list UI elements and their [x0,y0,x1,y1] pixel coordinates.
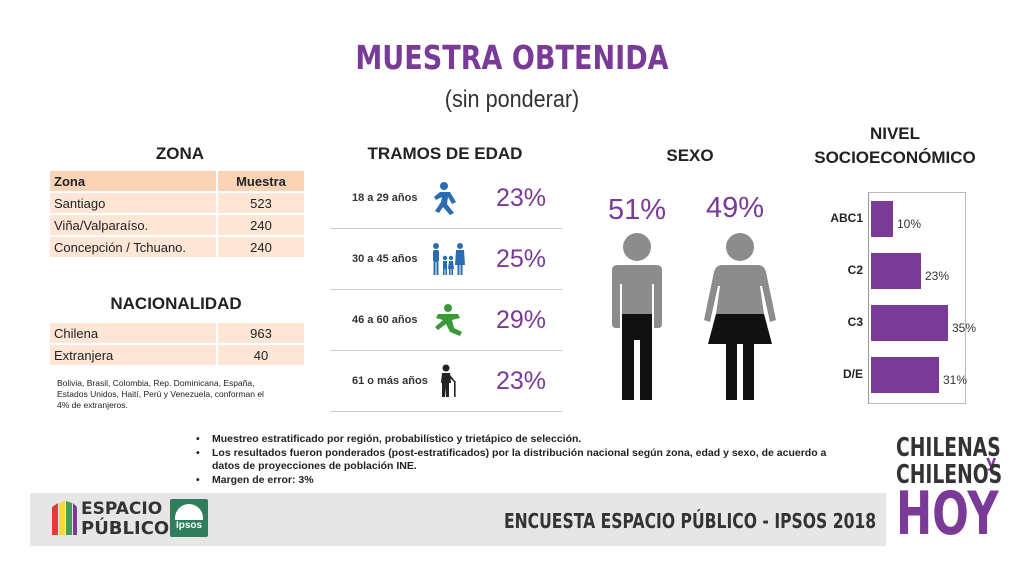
muestra-cell: 523 [216,192,304,215]
nacionalidad-note: Bolivia, Brasil, Colombia, Rep. Dominica… [57,378,264,410]
stretching-person-icon [435,304,462,336]
age-label: 18 a 29 años [352,192,418,204]
age-label: 30 a 45 años [352,253,418,265]
female-percentage: 49% [706,192,765,224]
page-title: MUESTRA OBTENIDA [355,38,669,77]
col-muestra-header: Muestra [216,171,304,193]
nacionalidad-value: 40 [216,344,304,367]
category-tick-label: D/E [842,367,863,381]
table-header-row: Zona Muestra [50,171,304,193]
edad-heading: TRAMOS DE EDAD [367,144,523,163]
page-subtitle: (sin ponderar) [444,86,580,113]
family-icon [433,243,465,275]
nacionalidad-cell: Extranjera [50,344,217,367]
muestra-cell: 240 [216,236,304,259]
age-percentage: 29% [496,306,547,334]
zona-table: Zona Muestra Santiago 523 Viña/Valparaís… [50,171,304,259]
table-row: Viña/Valparaíso. 240 [50,214,304,237]
male-percentage: 51% [608,194,667,226]
bullet-item: Margen de error: 3% [196,474,836,488]
age-label: 46 a 60 años [352,314,418,326]
zona-cell: Santiago [50,192,217,215]
ipsos-logo: Ipsos [170,499,208,537]
methodology-notes: Muestreo estratificado por región, proba… [196,433,836,487]
age-row: 46 a 60 años 29% [330,290,562,351]
zona-heading: ZONA [155,144,205,163]
logo-publico-text: PÚBLICO [81,518,170,539]
logo-espacio-text: ESPACIO [81,499,163,519]
age-row: 30 a 45 años 25% [330,229,562,290]
category-tick-label: C3 [847,315,863,329]
brand-chilenos: CHILENOS [896,460,1003,490]
nacionalidad-value: 963 [216,323,304,345]
muestra-cell: 240 [216,214,304,237]
age-percentage: 23% [496,184,547,212]
category-tick-label: ABC1 [830,211,863,225]
nacionalidad-heading: NACIONALIDAD [110,294,242,313]
running-person-icon [434,182,456,215]
female-figure-icon [704,233,776,400]
espacio-publico-logo-icon [52,501,77,535]
zona-cell: Concepción / Tchuano. [50,236,217,259]
male-figure-icon [612,233,662,400]
chart-plot-area [868,192,966,404]
chart-title: NIVEL SOCIOECONÓMICO [814,124,976,167]
nacionalidad-table: Chilena 963 Extranjera 40 [50,323,304,367]
brand-y: y [986,452,997,471]
age-percentage: 23% [496,367,547,395]
survey-name: ENCUESTA ESPACIO PÚBLICO - IPSOS 2018 [503,509,876,533]
table-row: Santiago 523 [50,192,304,215]
zona-cell: Viña/Valparaíso. [50,214,217,237]
table-row: Chilena 963 [50,323,304,345]
col-zona-header: Zona [50,171,217,193]
ipsos-logo-text: Ipsos [175,520,203,531]
table-row: Concepción / Tchuano. 240 [50,236,304,259]
sexo-heading: SEXO [666,146,714,165]
table-row: Extranjera 40 [50,344,304,367]
age-row: 61 o más años 23% [330,351,562,412]
category-tick-label: C2 [847,263,863,277]
bullet-item: Muestreo estratificado por región, proba… [196,433,836,447]
age-percentage: 25% [496,245,547,273]
age-label: 61 o más años [352,375,428,387]
brand-chilenas: CHILENAS [896,433,1001,463]
age-row: 18 a 29 años 23% [330,168,562,229]
brand-hoy: HOY [896,479,999,549]
elderly-person-icon [441,364,456,397]
bullet-item: Los resultados fueron ponderados (post-e… [196,447,836,474]
nacionalidad-cell: Chilena [50,323,217,345]
